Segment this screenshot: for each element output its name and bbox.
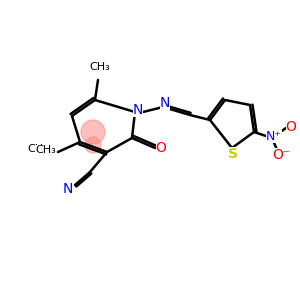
Circle shape — [85, 137, 101, 153]
Text: S: S — [228, 147, 238, 161]
Text: N: N — [160, 96, 170, 110]
Text: CH₃: CH₃ — [27, 144, 48, 154]
Circle shape — [81, 120, 105, 144]
Text: N⁺: N⁺ — [266, 130, 282, 142]
Text: O⁻: O⁻ — [272, 148, 290, 162]
Text: CH₃: CH₃ — [35, 145, 56, 155]
Text: CH₃: CH₃ — [90, 62, 110, 72]
Text: O: O — [156, 141, 167, 155]
Text: N: N — [133, 103, 143, 117]
Text: N: N — [63, 182, 73, 196]
Text: O: O — [286, 120, 296, 134]
